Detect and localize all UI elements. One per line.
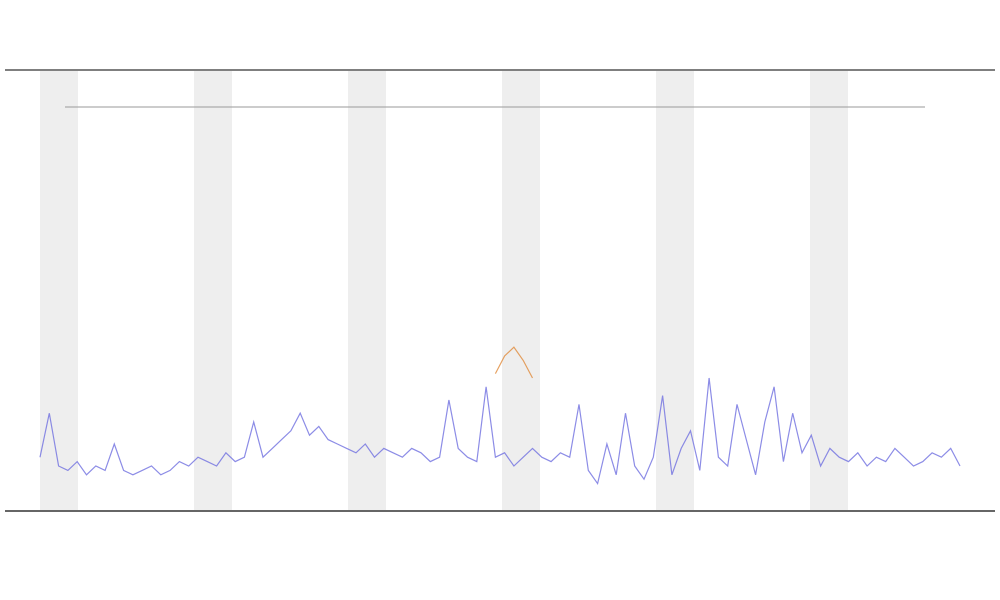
band — [656, 71, 694, 510]
background-bands — [40, 71, 848, 510]
band — [348, 71, 386, 510]
series-line — [39, 377, 961, 486]
series-line — [494, 346, 534, 379]
band — [194, 71, 232, 510]
band — [502, 71, 540, 510]
band — [40, 71, 78, 510]
band — [810, 71, 848, 510]
